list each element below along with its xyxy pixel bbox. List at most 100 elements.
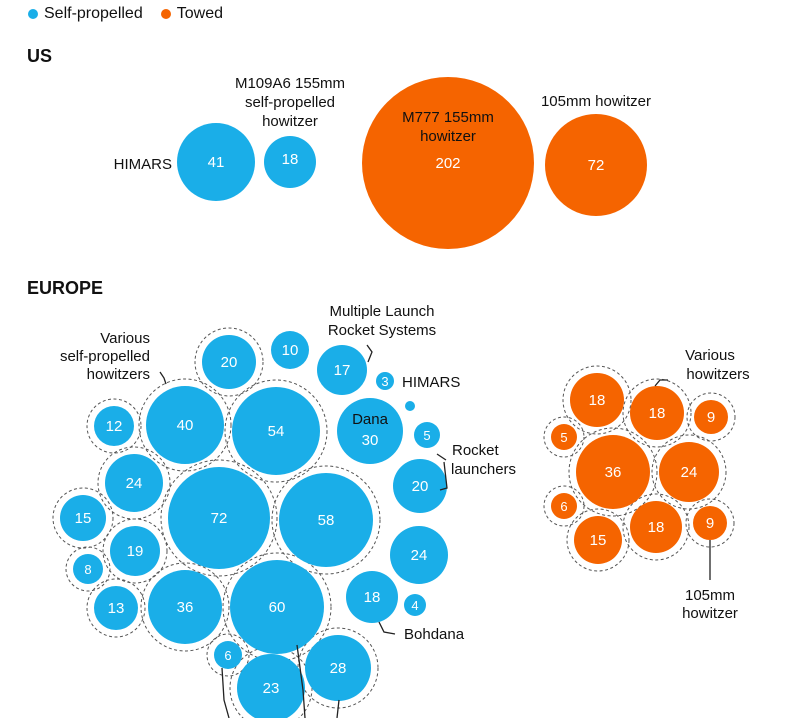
bubble-4 [202, 335, 256, 389]
bubble-11 [73, 554, 103, 584]
bubble-ring-13 [140, 562, 230, 652]
bubble-34 [576, 435, 650, 509]
bubble-ring-37 [566, 508, 630, 572]
bubble-value-10: 19 [127, 543, 144, 560]
bubble-30 [570, 373, 624, 427]
bubble-37 [574, 516, 622, 564]
annotation-0: HIMARS [114, 156, 172, 173]
bubble-39 [693, 506, 727, 540]
bubble-25 [393, 459, 447, 513]
bubble-7 [232, 387, 320, 475]
annotation-4: M777 155mm [402, 109, 494, 126]
bubble-value-25: 20 [412, 478, 429, 495]
annotation-19: 105mm [685, 587, 735, 604]
callout-line-1 [366, 344, 373, 363]
bubble-value-27: 4 [411, 598, 418, 613]
annotation-11: howitzers [87, 366, 150, 383]
callout-line-2 [439, 461, 448, 491]
bubble-33 [551, 424, 577, 450]
bubble-value-8: 24 [126, 475, 143, 492]
bubble-value-21: 17 [334, 362, 351, 379]
bubble-value-22: 3 [381, 374, 388, 389]
annotation-5: howitzer [420, 128, 476, 145]
bubble-value-20: 10 [282, 342, 299, 359]
annotation-18: howitzers [686, 366, 749, 383]
annotation-6: 105mm howitzer [541, 93, 651, 110]
callout-line-0 [159, 371, 167, 385]
bubble-ring-11 [65, 546, 111, 592]
callout-line-8 [296, 644, 306, 718]
legend-dot-towed [160, 9, 171, 19]
bubble-value-38: 18 [648, 519, 665, 536]
bubble-9 [60, 495, 106, 541]
annotation-14: Rocket [452, 442, 500, 459]
bubble-ring-39 [685, 498, 735, 548]
bubble-13 [148, 570, 222, 644]
annotation-8: Rocket Systems [328, 322, 436, 339]
bubble-value-34: 36 [605, 464, 622, 481]
bubble-value-6: 40 [177, 417, 194, 434]
bubble-ring-16 [271, 465, 381, 575]
bubble-value-17: 6 [224, 648, 231, 663]
bubble-ring-5 [86, 398, 142, 454]
bubble-ring-4 [194, 327, 264, 397]
bubble-value-23: 30 [362, 432, 379, 449]
annotation-3: howitzer [262, 113, 318, 130]
legend-label-towed: Towed [176, 5, 223, 22]
annotation-10: self-propelled [60, 348, 150, 365]
bubble-2 [362, 77, 534, 249]
bubble-ring-15 [160, 459, 278, 577]
bubble-35 [659, 442, 719, 502]
bubble-ring-7 [224, 379, 328, 483]
bubble-6 [146, 386, 224, 464]
annotation-2: self-propelled [245, 94, 335, 111]
bubble-value-3: 72 [588, 157, 605, 174]
bubble-5 [94, 406, 134, 446]
annotation-9: Various [100, 330, 150, 347]
bubble-ring-34 [568, 427, 658, 517]
bubble-ring-30 [562, 365, 632, 435]
bubble-19 [305, 635, 371, 701]
annotation-1: M109A6 155mm [235, 75, 345, 92]
section-title-us: US [27, 46, 53, 66]
annotation-16: Bohdana [404, 626, 465, 643]
legend-dot-self-propelled [28, 9, 38, 19]
bubble-3 [545, 114, 647, 216]
annotation-13: Dana [352, 411, 389, 428]
bubble-value-9: 15 [75, 510, 92, 527]
bubble-ring-17 [206, 633, 250, 677]
bubble-value-11: 8 [84, 562, 91, 577]
callout-line-9 [336, 699, 340, 718]
bubble-value-26: 24 [411, 547, 428, 564]
section-title-europe: EUROPE [27, 278, 104, 298]
legend: Self-propelled Towed [28, 5, 223, 23]
annotation-7: Multiple Launch [329, 303, 434, 320]
bubble-26 [390, 526, 448, 584]
bubble-value-32: 9 [707, 409, 715, 426]
bubble-value-29: 18 [364, 589, 381, 606]
bubble-36 [551, 493, 577, 519]
bubble-ring-35 [651, 434, 727, 510]
bubble-22 [376, 372, 394, 390]
annotation-15: launchers [451, 461, 516, 478]
callout-line-4 [378, 621, 396, 635]
bubble-27 [404, 594, 426, 616]
legend-item-towed: Towed [160, 5, 223, 23]
bubble-ring-9 [52, 487, 114, 549]
callout-line-5 [654, 379, 668, 387]
bubble-value-2: 202 [435, 155, 460, 172]
bubble-ring-33 [543, 416, 585, 458]
bubble-value-1: 18 [282, 151, 299, 168]
bubble-value-0: 41 [208, 154, 225, 171]
bubble-value-5: 12 [106, 418, 123, 435]
bubble-value-12: 13 [108, 600, 125, 617]
annotation-20: howitzer [682, 605, 738, 622]
bubble-31 [630, 386, 684, 440]
bubble-value-31: 18 [649, 405, 666, 422]
bubble-20 [271, 331, 309, 369]
callout-line-3 [436, 453, 447, 461]
bubble-16 [279, 473, 373, 567]
bubble-15 [168, 467, 270, 569]
bubble-17 [214, 641, 242, 669]
